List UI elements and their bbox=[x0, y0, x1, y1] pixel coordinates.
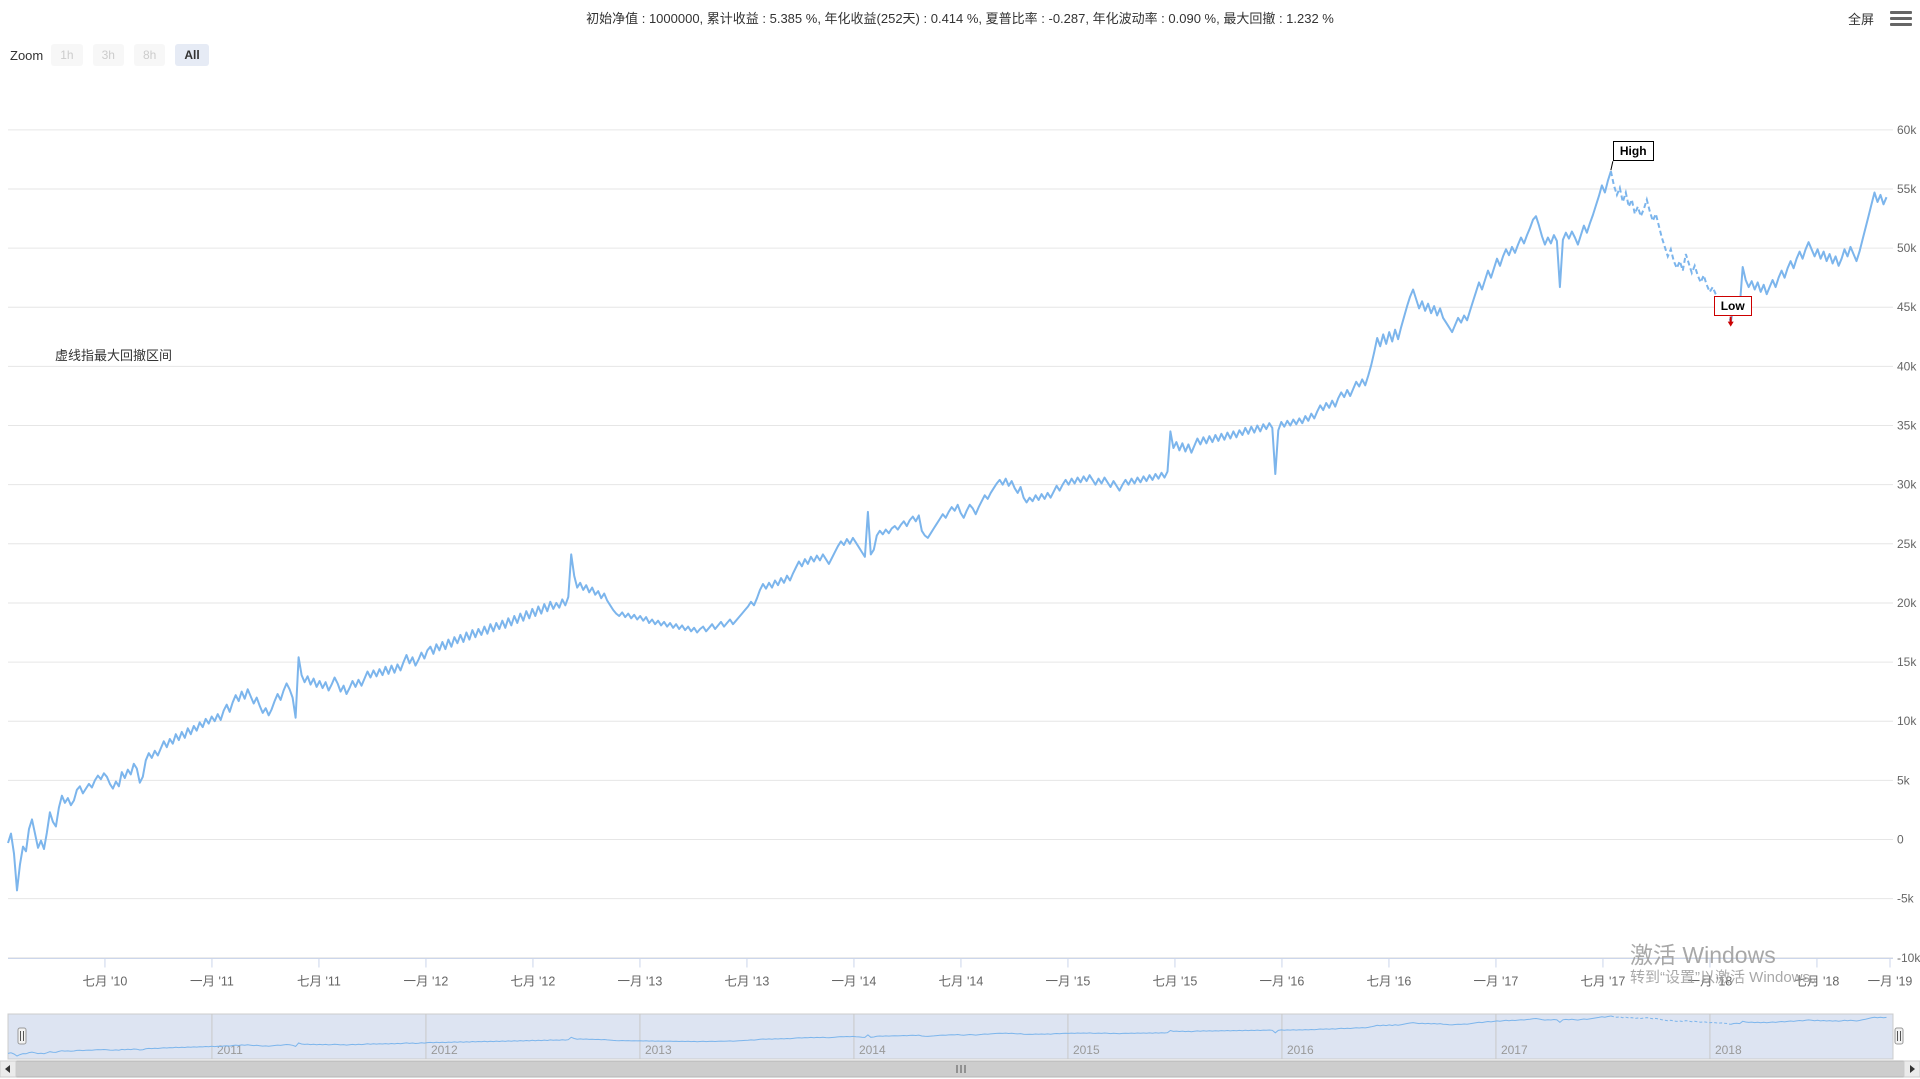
navigator-year-label: 2014 bbox=[859, 1043, 886, 1057]
equity-line-solid-pre-high bbox=[7, 170, 1612, 892]
x-axis-label: 一月 '18 bbox=[1688, 975, 1733, 989]
y-axis-label: 25k bbox=[1897, 537, 1917, 551]
y-axis-label: 55k bbox=[1897, 182, 1917, 196]
zoom-button-8h[interactable]: 8h bbox=[133, 44, 166, 66]
navigator-year-label: 2012 bbox=[431, 1043, 458, 1057]
x-axis-label: 一月 '11 bbox=[190, 975, 234, 989]
x-axis-label: 一月 '17 bbox=[1474, 975, 1519, 989]
zoom-button-3h[interactable]: 3h bbox=[92, 44, 124, 66]
x-axis-label: 七月 '16 bbox=[1367, 975, 1412, 989]
y-axis-label: 35k bbox=[1897, 419, 1917, 433]
y-axis-label: 5k bbox=[1897, 773, 1911, 787]
low-annotation: Low bbox=[1713, 295, 1752, 316]
high-connector bbox=[1610, 161, 1614, 171]
x-axis-label: 七月 '12 bbox=[511, 975, 556, 989]
x-axis-label: 七月 '15 bbox=[1153, 975, 1198, 989]
x-axis-label: 一月 '16 bbox=[1260, 975, 1305, 989]
navigator-year-label: 2018 bbox=[1715, 1043, 1742, 1057]
y-axis-label: 50k bbox=[1897, 241, 1917, 255]
navigator-year-label: 2015 bbox=[1073, 1043, 1100, 1057]
equity-line-solid-post-low bbox=[1729, 191, 1888, 323]
navigator-left-handle[interactable] bbox=[17, 1027, 27, 1045]
navigator-line-solid-pre-high bbox=[7, 1015, 1611, 1057]
navigator-year-label: 2017 bbox=[1501, 1043, 1528, 1057]
scroll-right-arrow-icon bbox=[1910, 1065, 1915, 1073]
y-axis-label: 10k bbox=[1897, 714, 1917, 728]
y-axis-label: 40k bbox=[1897, 359, 1917, 373]
zoom-label: Zoom bbox=[10, 47, 44, 63]
x-axis-label: 七月 '11 bbox=[297, 975, 341, 989]
hamburger-menu-icon[interactable] bbox=[1890, 11, 1912, 27]
navigator-year-label: 2016 bbox=[1287, 1043, 1314, 1057]
navigator-year-label: 2013 bbox=[645, 1043, 672, 1057]
scrollbar-thumb[interactable] bbox=[15, 1060, 1905, 1078]
high-annotation: High bbox=[1612, 141, 1654, 162]
x-axis-label: 一月 '12 bbox=[404, 975, 449, 989]
navigator-mask[interactable] bbox=[7, 1013, 1894, 1060]
zoom-toolbar: Zoom 1h 3h 8h All bbox=[10, 44, 219, 66]
x-axis-label: 一月 '19 bbox=[1868, 975, 1913, 989]
fullscreen-button[interactable]: 全屏 bbox=[1847, 12, 1874, 27]
zoom-button-all[interactable]: All bbox=[175, 44, 209, 66]
x-axis-label: 七月 '17 bbox=[1581, 975, 1626, 989]
y-axis-label: 0 bbox=[1897, 833, 1904, 847]
x-axis-label: 七月 '10 bbox=[83, 975, 128, 989]
navigator-right-handle[interactable] bbox=[1894, 1027, 1904, 1045]
zoom-button-1h[interactable]: 1h bbox=[51, 44, 83, 66]
y-axis-label: 60k bbox=[1897, 123, 1917, 137]
x-axis-label: 一月 '15 bbox=[1046, 975, 1091, 989]
y-axis-label: -5k bbox=[1897, 892, 1915, 906]
drawdown-note: 虚线指最大回撤区间 bbox=[55, 348, 173, 363]
x-axis-label: 七月 '13 bbox=[725, 975, 770, 989]
navigator-line-solid-post-low bbox=[1730, 1016, 1887, 1025]
y-axis-label: 45k bbox=[1897, 300, 1917, 314]
x-axis-label: 七月 '14 bbox=[939, 975, 984, 989]
x-axis-label: 七月 '18 bbox=[1795, 975, 1840, 989]
x-axis-label: 一月 '14 bbox=[832, 975, 877, 989]
y-axis-label: -10k bbox=[1897, 951, 1920, 965]
navigator-line-dashed bbox=[1610, 1015, 1731, 1025]
y-axis-label: 15k bbox=[1897, 655, 1917, 669]
low-arrow-icon bbox=[1727, 321, 1734, 327]
y-axis-label: 30k bbox=[1897, 478, 1917, 492]
x-axis-label: 一月 '13 bbox=[618, 975, 663, 989]
chart-title: 初始净值 : 1000000, 累计收益 : 5.385 %, 年化收益(252… bbox=[586, 11, 1334, 26]
equity-line-dashed-drawdown bbox=[1609, 170, 1732, 323]
scroll-left-arrow-icon bbox=[5, 1065, 10, 1073]
y-axis-label: 20k bbox=[1897, 596, 1917, 610]
